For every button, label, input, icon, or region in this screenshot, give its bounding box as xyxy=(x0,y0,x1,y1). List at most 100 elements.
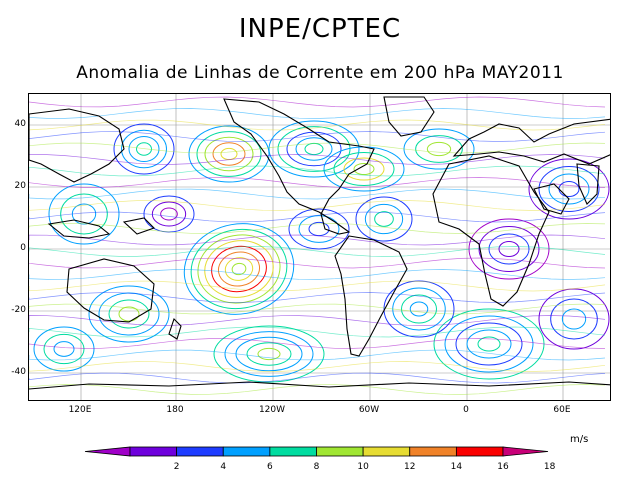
colorbar-low-cap xyxy=(84,446,131,457)
colorbar-segment xyxy=(129,446,178,457)
streamline-loop xyxy=(268,120,360,178)
streamline-loop xyxy=(118,306,140,322)
streamline-loop xyxy=(333,152,395,186)
colorbar-tick-label: 8 xyxy=(313,462,320,472)
lon-label-180: 180 xyxy=(166,405,184,415)
streamline-path xyxy=(29,269,606,280)
colorbar-tick-label: 16 xyxy=(497,462,509,472)
streamline-loop xyxy=(211,245,267,293)
colorbar-segment xyxy=(176,446,224,457)
streamline-path xyxy=(29,292,606,303)
streamline-path xyxy=(29,280,606,292)
streamline-loop xyxy=(190,228,288,310)
streamline-path xyxy=(29,234,606,246)
streamline-loop xyxy=(217,251,261,287)
streamline-path xyxy=(29,200,606,211)
units-label: m/s xyxy=(570,434,589,445)
streamline-path xyxy=(29,338,606,349)
streamline-loop xyxy=(204,136,254,172)
lon-label-120e: 120E xyxy=(68,405,92,415)
streamline-path xyxy=(29,108,606,119)
colorbar-tick-label: 18 xyxy=(543,462,556,472)
lon-label-0: 0 xyxy=(463,405,469,415)
streamline-path xyxy=(29,131,606,142)
streamline-loop xyxy=(53,341,75,357)
streamline-path xyxy=(29,246,606,257)
streamline-loop xyxy=(277,126,351,172)
streamline-loop xyxy=(121,129,167,169)
streamline-loop xyxy=(355,196,413,242)
streamline-loop xyxy=(136,142,152,156)
chart-subtitle: Anomalia de Linhas de Corrente em 200 hP… xyxy=(76,63,564,83)
streamline-loop xyxy=(415,135,463,163)
streamline-path xyxy=(29,223,606,234)
streamlines xyxy=(29,96,610,395)
lon-label-60e: 60E xyxy=(553,405,571,415)
streamline-loop xyxy=(455,322,523,366)
lat-label-40: 40 xyxy=(14,119,26,129)
streamline-loop xyxy=(561,308,587,330)
colorbar-segment xyxy=(316,446,364,457)
streamline-loop xyxy=(113,123,175,175)
lat-label-20: 20 xyxy=(14,181,26,191)
streamline-loop xyxy=(213,325,325,383)
streamline-loop xyxy=(528,158,610,220)
colorbar-segment xyxy=(269,446,317,457)
streamline-path xyxy=(29,257,606,269)
streamline-loop xyxy=(151,201,187,227)
continent-outlines xyxy=(29,96,610,390)
streamline-loop xyxy=(444,315,534,373)
streamline-loop xyxy=(48,183,120,245)
streamline-loop xyxy=(343,157,385,181)
streamline-path xyxy=(29,303,606,315)
streamline-loop xyxy=(383,280,455,338)
colorbar-tick-label: 10 xyxy=(357,462,369,472)
streamline-loop xyxy=(212,142,246,166)
colorbar-segment xyxy=(455,446,504,457)
streamline-path xyxy=(29,177,606,188)
streamline-loop xyxy=(231,262,247,276)
map-panel xyxy=(28,93,611,401)
colorbar-segment xyxy=(222,446,271,457)
streamline-loop xyxy=(353,163,375,175)
streamline-loop xyxy=(108,299,150,329)
lat-label-minus-40: -40 xyxy=(11,367,26,377)
streamline-loop xyxy=(257,347,281,361)
streamline-path xyxy=(29,211,606,223)
streamline-loop xyxy=(288,208,350,250)
streamline-loop xyxy=(548,173,590,205)
colorbar-tick-label: 6 xyxy=(267,462,273,472)
streamline-loop xyxy=(364,203,404,235)
streamline-loop xyxy=(43,333,85,365)
lon-label-60w: 60W xyxy=(358,405,380,415)
streamline-path xyxy=(29,315,606,326)
streamline-loop xyxy=(498,241,520,257)
streamline-loop xyxy=(550,298,598,340)
streamline-loop xyxy=(204,240,274,298)
streamline-path xyxy=(29,188,606,200)
streamline-path xyxy=(29,349,606,361)
streamline-loop xyxy=(224,331,314,377)
streamline-loop xyxy=(401,294,437,324)
streamline-loop xyxy=(60,193,108,235)
colorbar-tick-label: 4 xyxy=(220,462,227,472)
streamline-loop xyxy=(128,136,160,162)
lon-label-120w: 120W xyxy=(258,405,286,415)
streamline-loop xyxy=(160,207,178,221)
streamline-path xyxy=(29,154,606,165)
chart-title: INPE/CPTEC xyxy=(238,14,402,44)
streamline-loop xyxy=(538,288,610,350)
streamline-loop xyxy=(188,125,270,183)
streamline-loop xyxy=(196,131,262,177)
streamline-loop xyxy=(426,141,452,157)
streamline-loop xyxy=(374,211,394,227)
streamline-loop xyxy=(409,301,429,317)
streamline-loop xyxy=(246,342,292,366)
streamline-path xyxy=(29,165,606,177)
streamline-loop xyxy=(295,137,333,161)
streamline-loop xyxy=(538,166,600,212)
streamline-map xyxy=(29,94,610,400)
streamline-loop xyxy=(466,329,512,359)
colorbar-segment xyxy=(362,446,411,457)
